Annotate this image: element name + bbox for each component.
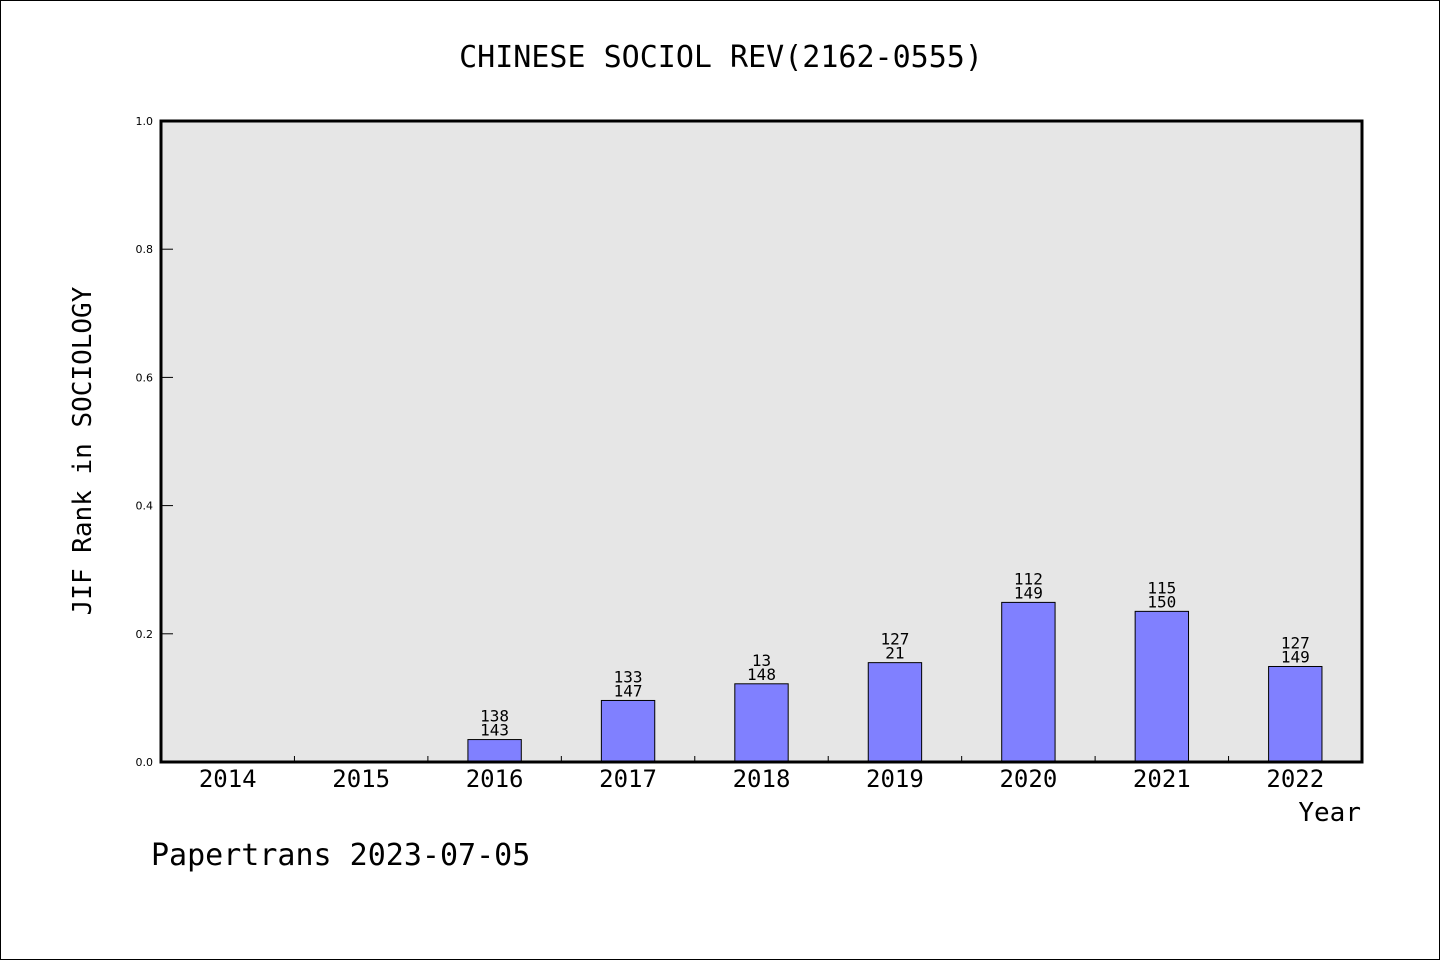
plot-frame: [159, 119, 1364, 764]
bar-rank-label: 127: [1281, 633, 1310, 652]
x-tick-label: 2020: [999, 765, 1057, 793]
y-tick-label: 0.0: [136, 756, 154, 769]
bar-rank-label: 133: [614, 667, 643, 686]
y-tick-label: 0.4: [136, 500, 154, 513]
x-tick-label: 2018: [733, 765, 791, 793]
footer-credit: Papertrans 2023-07-05: [151, 838, 530, 873]
bar-total-label: 21: [885, 644, 904, 663]
bar-total-label: 149: [1281, 647, 1310, 666]
bar-total-label: 150: [1147, 592, 1176, 611]
x-tick-label: 2016: [466, 765, 524, 793]
bar-total-label: 149: [1014, 583, 1043, 602]
bar-2022: [1268, 665, 1323, 763]
x-tick-label: 2015: [332, 765, 390, 793]
x-axis-ticks: 2014 2015 2016 2017 2018 2019 2020 2021 2022: [199, 756, 1324, 793]
bar-total-label: 148: [747, 665, 776, 684]
x-tick-label: 2022: [1266, 765, 1324, 793]
bar-2017: [600, 699, 656, 763]
x-tick-label: 2019: [866, 765, 924, 793]
bar-2021: [1134, 610, 1190, 763]
y-axis-label: JIF Rank in SOCIOLOGY: [68, 286, 98, 615]
bar-total-label: 143: [480, 721, 509, 740]
bar-2019: [867, 662, 923, 763]
x-tick-label: 2017: [599, 765, 657, 793]
bar-rank-label: 127: [880, 630, 909, 649]
x-tick-label: 2014: [199, 765, 257, 793]
bar-rank-label: 112: [1014, 569, 1043, 588]
y-tick-label: 0.2: [136, 628, 154, 641]
chart-title: CHINESE SOCIOL REV(2162-0555): [459, 40, 983, 75]
bars-group: [467, 601, 1323, 763]
x-tick-label: 2021: [1133, 765, 1191, 793]
y-tick-label: 0.6: [136, 371, 154, 384]
x-axis-label: Year: [1298, 798, 1361, 828]
bar-2020: [1001, 601, 1056, 763]
bar-rank-label: 138: [480, 707, 509, 726]
y-axis-ticks: 0.0 0.2 0.4 0.6 0.8 1.0: [136, 115, 173, 769]
bar-rank-label: 115: [1147, 578, 1176, 597]
y-tick-label: 1.0: [136, 115, 154, 128]
y-tick-label: 0.8: [136, 243, 154, 256]
bar-rank-label: 13: [752, 651, 771, 670]
bar-total-label: 147: [614, 681, 643, 700]
bar-2016: [467, 739, 522, 763]
bar-2018: [734, 683, 789, 763]
